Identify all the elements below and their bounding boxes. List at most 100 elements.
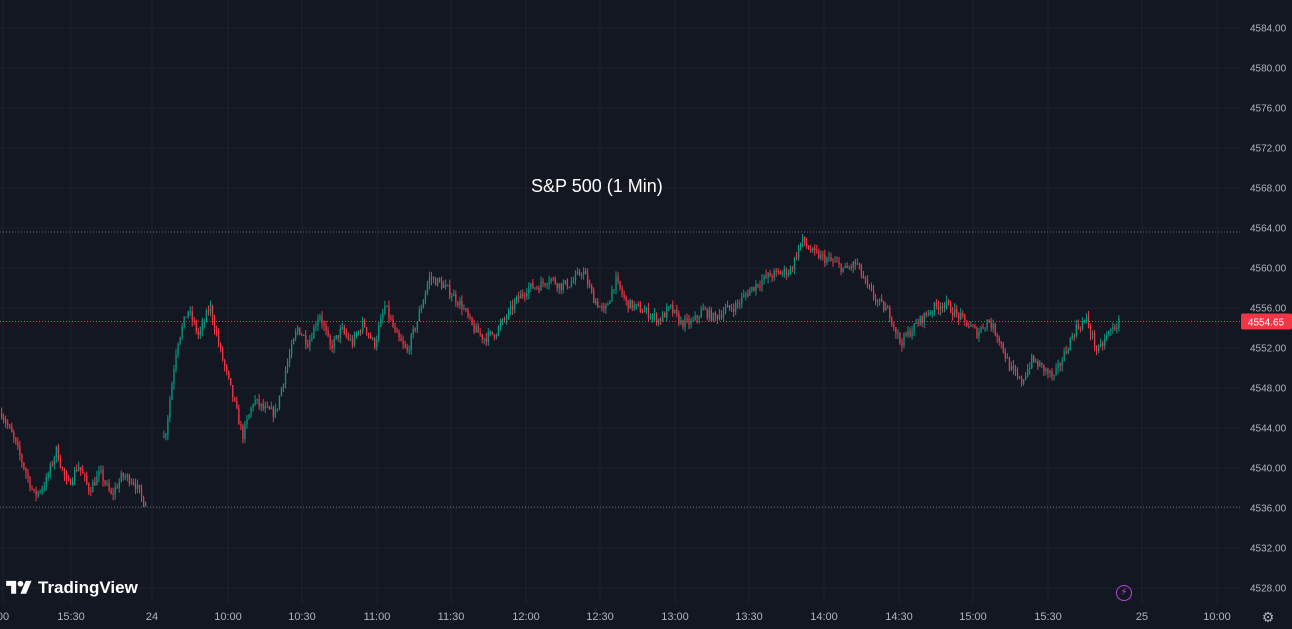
candle-body (211, 306, 214, 321)
candle-body (949, 303, 952, 313)
candle-body (339, 328, 341, 339)
candle-body (493, 334, 496, 338)
candle-body (589, 284, 591, 286)
candle-body (597, 300, 599, 308)
candle-body (956, 308, 958, 313)
candle-body (497, 326, 500, 335)
candle-body (31, 488, 33, 490)
candle-body (489, 331, 491, 333)
candle-body (217, 333, 220, 344)
candle-body (473, 324, 475, 333)
candle-body (645, 308, 648, 311)
candle-body (319, 316, 321, 320)
candle-body (134, 483, 137, 490)
candle-body (767, 272, 769, 278)
tradingview-logo[interactable]: TradingView (6, 577, 138, 599)
y-axis-tick-label: 4544.00 (1250, 424, 1287, 435)
candle-body (266, 406, 268, 408)
candle-body (1020, 377, 1023, 384)
candle-body (144, 501, 147, 507)
candle-body (282, 383, 285, 389)
candle-body (765, 275, 767, 278)
candle-body (578, 271, 581, 275)
x-axis-tick-label: 13:30 (735, 611, 763, 623)
candle-body (601, 306, 603, 308)
candle-body (554, 278, 556, 284)
candle-body (503, 318, 506, 320)
candle-body (686, 318, 688, 320)
candle-body (323, 323, 325, 326)
candle-body (25, 468, 27, 474)
candle-body (724, 307, 727, 313)
candle-body (9, 425, 11, 427)
candle-body (633, 304, 635, 309)
candle-body (1104, 339, 1106, 346)
candle-body (797, 247, 800, 258)
candle-body (680, 320, 682, 324)
candle-body (290, 344, 293, 355)
candle-body (832, 260, 834, 262)
candle-body (651, 315, 654, 317)
candle-body (1043, 364, 1045, 372)
candle-body (1022, 379, 1025, 384)
candle-body (347, 335, 350, 340)
candle-body (47, 474, 49, 478)
candle-body (1116, 327, 1118, 330)
candle-body (536, 287, 538, 289)
candle-body (931, 311, 934, 313)
candle-body (830, 257, 832, 261)
candle-body (441, 281, 443, 289)
candle-body (556, 283, 558, 289)
x-axis-tick-label: 12:30 (586, 611, 614, 623)
candle-body (860, 264, 863, 276)
candle-body (550, 278, 552, 282)
candle-body (244, 424, 246, 440)
flash-icon[interactable]: ⚡ (1116, 585, 1132, 601)
gear-icon[interactable]: ⚙ (1261, 609, 1275, 625)
candle-body (1002, 343, 1005, 352)
candle-body (13, 432, 15, 438)
candle-body (416, 321, 418, 330)
candle-body (611, 289, 613, 301)
candle-body (256, 399, 258, 401)
candle-body (881, 299, 883, 302)
tradingview-logo-icon (6, 580, 32, 594)
candle-body (629, 299, 631, 309)
candle-body (201, 322, 204, 331)
candle-body (755, 284, 757, 291)
candle-body (65, 475, 68, 480)
candle-body (1045, 368, 1047, 372)
candle-body (392, 319, 394, 327)
candle-body (376, 339, 378, 348)
candle-body (116, 487, 118, 489)
candle-body (668, 306, 670, 308)
candle-body (475, 325, 477, 333)
y-axis-tick-label: 4536.00 (1250, 504, 1287, 515)
candle-body (726, 305, 729, 308)
candle-body (126, 475, 129, 477)
candle-body (195, 321, 197, 332)
candle-body (919, 316, 921, 325)
candle-body (704, 308, 706, 310)
candle-body (631, 299, 633, 309)
candle-body (388, 305, 390, 318)
candle-body (747, 293, 749, 296)
candle-body (526, 293, 528, 296)
candle-body (655, 313, 658, 323)
candle-body (992, 324, 994, 329)
candle-body (783, 268, 786, 273)
candle-body (499, 323, 502, 327)
candle-body (27, 473, 29, 478)
candle-body (41, 488, 43, 492)
candle-body (733, 309, 735, 312)
candle-body (246, 419, 248, 425)
candle-body (325, 325, 327, 331)
candle-body (895, 326, 897, 334)
candle-body (966, 320, 968, 327)
candle-body (1085, 316, 1088, 321)
candle-body (698, 317, 700, 319)
candle-body (1067, 350, 1069, 353)
candle-body (945, 300, 948, 305)
